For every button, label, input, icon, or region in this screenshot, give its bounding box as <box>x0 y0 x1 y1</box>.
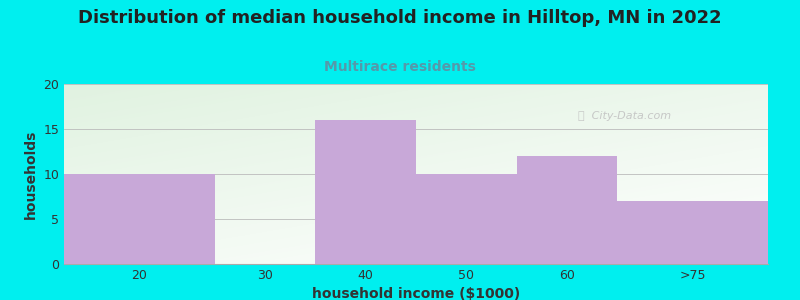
Text: ⓘ  City-Data.com: ⓘ City-Data.com <box>578 111 671 122</box>
Text: Distribution of median household income in Hilltop, MN in 2022: Distribution of median household income … <box>78 9 722 27</box>
Bar <box>517 156 617 264</box>
Bar <box>64 174 215 264</box>
Bar <box>315 120 416 264</box>
Y-axis label: households: households <box>24 129 38 219</box>
Bar <box>617 201 768 264</box>
Bar <box>416 174 517 264</box>
X-axis label: household income ($1000): household income ($1000) <box>312 287 520 300</box>
Text: Multirace residents: Multirace residents <box>324 60 476 74</box>
